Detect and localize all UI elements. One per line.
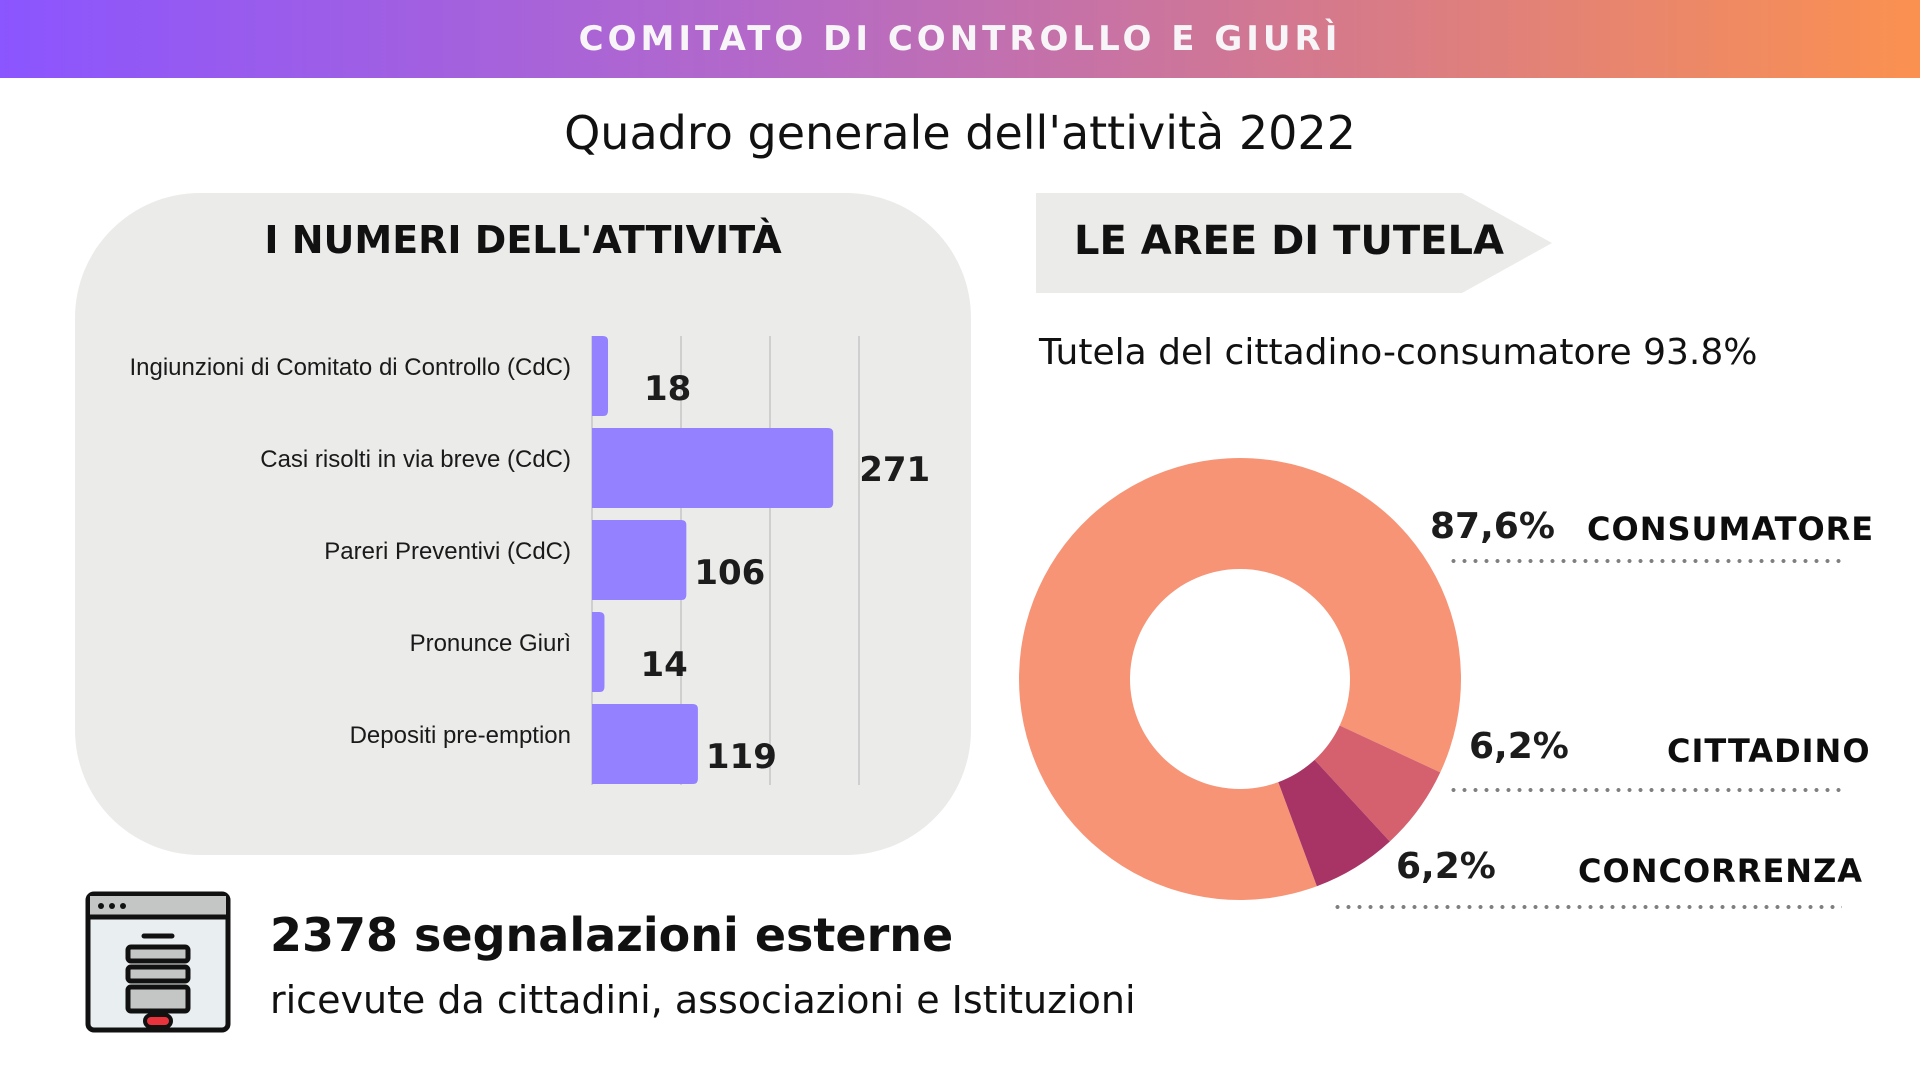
legend-concorrenza-percent: 6,2% [1396,846,1496,887]
legend-consumatore-divider [1448,559,1844,563]
legend-consumatore-percent: 87,6% [1430,506,1555,547]
bar-category-label: Depositi pre-emption [349,722,571,749]
tutela-subtitle: Tutela del cittadino-consumatore 93.8% [1039,332,1758,373]
activity-numbers-title: I NUMERI DELL'ATTIVITÀ [264,218,782,262]
bar-category-label: Ingiunzioni di Comitato di Controllo (Cd… [129,354,571,381]
legend-cittadino-percent: 6,2% [1469,726,1569,767]
tutela-heading-arrow [1036,193,1552,293]
web-form-icon [85,891,231,1033]
bar-category-label: Pareri Preventivi (CdC) [324,538,571,565]
donut-slice-cittadino [1314,725,1441,842]
header-title: COMITATO DI CONTROLLO E GIURÌ [578,19,1342,59]
tutela-heading-title: LE AREE DI TUTELA [1074,218,1504,264]
legend-concorrenza-label: CONCORRENZA [1578,852,1864,890]
legend-cittadino-divider [1448,788,1844,792]
legend-consumatore-label: CONSUMATORE [1587,510,1875,548]
external-reports-source: ricevute da cittadini, associazioni e Is… [270,978,1136,1022]
donut-slice-consumatore [1019,458,1462,900]
external-reports-count: 2378 segnalazioni esterne [270,908,954,962]
activity-numbers-panel [75,193,971,855]
donut-slice-concorrenza [1278,759,1390,887]
bar-category-label: Casi risolti in via breve (CdC) [260,446,571,473]
legend-cittadino-label: CITTADINO [1667,732,1871,770]
header-bar [0,0,1920,78]
legend-concorrenza-divider [1332,905,1842,909]
bar-category-label: Pronunce Giurì [409,630,571,657]
page-title: Quadro generale dell'attività 2022 [564,106,1356,160]
